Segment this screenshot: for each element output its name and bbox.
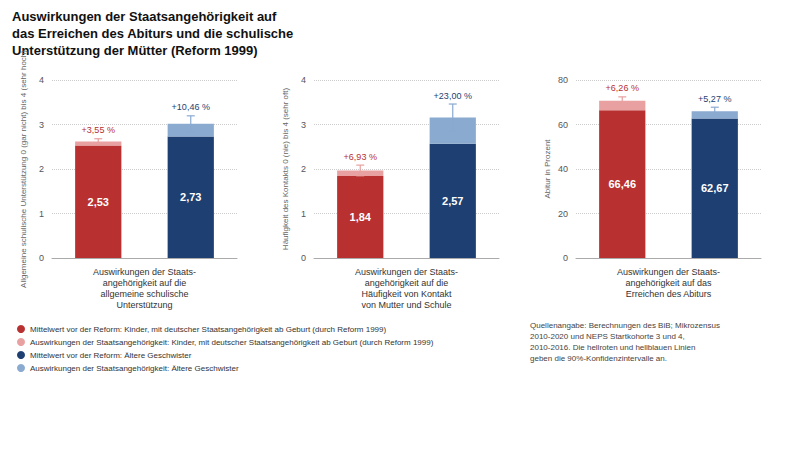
- svg-text:20: 20: [558, 209, 568, 219]
- svg-text:Abitur in Prozent: Abitur in Prozent: [543, 139, 552, 199]
- svg-text:von Mutter und Schule: von Mutter und Schule: [361, 300, 451, 310]
- svg-text:2010-2020 und NEPS Startkohort: 2010-2020 und NEPS Startkohorte 3 und 4,: [530, 332, 685, 341]
- svg-text:40: 40: [558, 164, 568, 174]
- svg-text:4: 4: [301, 75, 306, 85]
- svg-text:angehörigkeit auf die: angehörigkeit auf die: [365, 278, 449, 288]
- svg-text:+3,55 %: +3,55 %: [82, 125, 115, 135]
- svg-text:Mittelwert vor der Reform: Ält: Mittelwert vor der Reform: Ältere Geschw…: [30, 351, 192, 360]
- svg-text:1: 1: [39, 209, 44, 219]
- svg-text:0: 0: [39, 253, 44, 263]
- svg-text:80: 80: [558, 75, 568, 85]
- svg-text:0: 0: [563, 253, 568, 263]
- svg-text:Auswirkungen der Staats-: Auswirkungen der Staats-: [355, 267, 458, 277]
- svg-text:das Erreichen des Abiturs und: das Erreichen des Abiturs und die schuli…: [12, 26, 293, 41]
- svg-text:Erreichen des Abiturs: Erreichen des Abiturs: [626, 289, 712, 299]
- svg-text:Auswirkungen der Staatsangehör: Auswirkungen der Staatsangehörigkeit: Äl…: [30, 364, 239, 373]
- svg-text:Mittelwert vor der Reform: Kin: Mittelwert vor der Reform: Kinder, mit d…: [30, 325, 386, 334]
- svg-text:angehörigkeit auf das: angehörigkeit auf das: [625, 278, 712, 288]
- svg-text:Auswirkungen der Staatsangehör: Auswirkungen der Staatsangehörigkeit auf: [12, 9, 277, 24]
- svg-text:3: 3: [301, 120, 306, 130]
- svg-text:+5,27 %: +5,27 %: [698, 94, 731, 104]
- svg-text:4: 4: [39, 75, 44, 85]
- svg-text:Auswirkungen der Staats-: Auswirkungen der Staats-: [617, 267, 720, 277]
- svg-text:1: 1: [301, 209, 306, 219]
- svg-text:66,46: 66,46: [608, 178, 636, 190]
- svg-text:2: 2: [39, 164, 44, 174]
- svg-text:2,53: 2,53: [88, 196, 109, 208]
- svg-text:Häufigkeit des Kontakts 0 (nie: Häufigkeit des Kontakts 0 (nie) bis 4 (s…: [281, 88, 290, 251]
- svg-text:allgemeine schulische: allgemeine schulische: [100, 289, 188, 299]
- svg-text:2: 2: [301, 164, 306, 174]
- svg-text:+6,26 %: +6,26 %: [606, 83, 639, 93]
- svg-text:geben die 90%-Konfidenzinterva: geben die 90%-Konfidenzintervalle an.: [530, 354, 667, 363]
- svg-text:+23,00 %: +23,00 %: [434, 91, 472, 101]
- svg-text:Auswirkungen der Staatsangehör: Auswirkungen der Staatsangehörigkeit: Ki…: [30, 338, 434, 347]
- svg-text:+6,93 %: +6,93 %: [344, 152, 377, 162]
- svg-text:3: 3: [39, 120, 44, 130]
- svg-text:60: 60: [558, 120, 568, 130]
- svg-text:Allgemeine schulische Unterstü: Allgemeine schulische Unterstützung 0 (g…: [19, 50, 28, 288]
- svg-text:62,67: 62,67: [701, 182, 729, 194]
- svg-text:2010-2016. Die hellroten und h: 2010-2016. Die hellroten und hellblauen …: [530, 343, 695, 352]
- svg-text:Quellenangabe: Berechnungen de: Quellenangabe: Berechnungen des BiB; Mik…: [530, 321, 720, 330]
- svg-text:Unterstützung der Mütter (Refo: Unterstützung der Mütter (Reform 1999): [12, 43, 258, 58]
- svg-text:+10,46 %: +10,46 %: [172, 102, 210, 112]
- svg-text:Auswirkungen der Staats-: Auswirkungen der Staats-: [93, 267, 196, 277]
- svg-text:2,73: 2,73: [180, 191, 201, 203]
- svg-text:0: 0: [301, 253, 306, 263]
- svg-text:1,84: 1,84: [350, 211, 372, 223]
- svg-text:angehörigkeit auf die: angehörigkeit auf die: [103, 278, 187, 288]
- svg-text:Unterstützung: Unterstützung: [116, 300, 172, 310]
- svg-text:2,57: 2,57: [442, 195, 463, 207]
- svg-text:Häufigkeit von Kontakt: Häufigkeit von Kontakt: [361, 289, 452, 299]
